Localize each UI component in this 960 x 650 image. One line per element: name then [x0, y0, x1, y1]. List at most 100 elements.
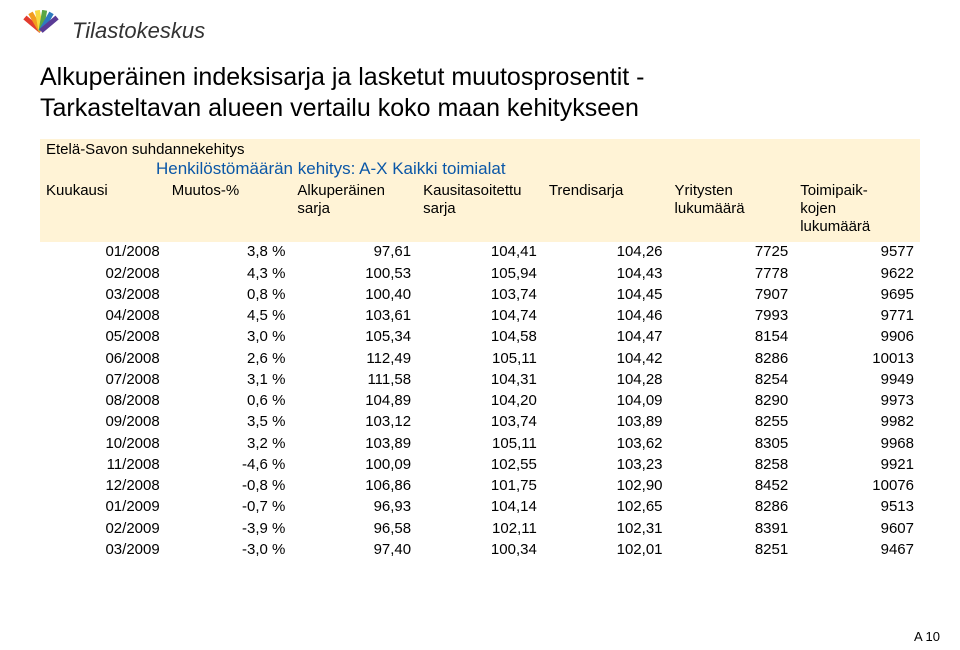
subtitle-row: Etelä-Savon suhdannekehitys — [40, 139, 920, 159]
table-cell: 105,94 — [417, 263, 543, 284]
table-row: 12/2008-0,8 %106,86101,75102,90845210076 — [40, 476, 920, 497]
table-cell: 7778 — [669, 263, 795, 284]
table-cell: 100,09 — [291, 454, 417, 475]
table-cell: 4,3 % — [166, 263, 292, 284]
column-header: Kuukausi — [40, 181, 166, 242]
title-line-2: Tarkasteltavan alueen vertailu koko maan… — [40, 94, 639, 122]
table-cell: 104,58 — [417, 327, 543, 348]
table-cell: 100,40 — [291, 284, 417, 305]
table-row: 09/20083,5 %103,12103,74103,8982559982 — [40, 412, 920, 433]
table-cell: 8258 — [669, 454, 795, 475]
table-cell: 104,47 — [543, 327, 669, 348]
table-cell: 01/2009 — [40, 497, 166, 518]
table-cell: 0,6 % — [166, 391, 292, 412]
table-row: 07/20083,1 %111,58104,31104,2882549949 — [40, 369, 920, 390]
table-cell: 104,42 — [543, 348, 669, 369]
table-cell: 103,89 — [543, 412, 669, 433]
table-cell: 09/2008 — [40, 412, 166, 433]
table-cell: 2,6 % — [166, 348, 292, 369]
table-cell: 9513 — [794, 497, 920, 518]
table-row: 05/20083,0 %105,34104,58104,4781549906 — [40, 327, 920, 348]
table-cell: -3,0 % — [166, 539, 292, 560]
column-header: Muutos-% — [166, 181, 292, 242]
table-cell: 9906 — [794, 327, 920, 348]
table-cell: 7725 — [669, 242, 795, 263]
table-cell: 08/2008 — [40, 391, 166, 412]
table-cell: 3,8 % — [166, 242, 292, 263]
series-title-row: Henkilöstömäärän kehitys: A-X Kaikki toi… — [40, 159, 920, 181]
table-cell: 103,62 — [543, 433, 669, 454]
table-cell: 97,61 — [291, 242, 417, 263]
brand-header: Tilastokeskus — [0, 0, 960, 52]
table-cell: 3,5 % — [166, 412, 292, 433]
table-row: 02/20084,3 %100,53105,94104,4377789622 — [40, 263, 920, 284]
table-row: 02/2009-3,9 %96,58102,11102,3183919607 — [40, 518, 920, 539]
table-cell: 8154 — [669, 327, 795, 348]
table-cell: 102,65 — [543, 497, 669, 518]
brand-name: Tilastokeskus — [72, 18, 205, 44]
table-cell: 12/2008 — [40, 476, 166, 497]
page-content: Alkuperäinen indeksisarja ja lasketut mu… — [0, 52, 960, 561]
table-row: 01/2009-0,7 %96,93104,14102,6582869513 — [40, 497, 920, 518]
page-title: Alkuperäinen indeksisarja ja lasketut mu… — [40, 62, 920, 125]
table-cell: 9695 — [794, 284, 920, 305]
table-cell: 9949 — [794, 369, 920, 390]
table-cell: 9921 — [794, 454, 920, 475]
table-cell: 102,11 — [417, 518, 543, 539]
table-cell: 9607 — [794, 518, 920, 539]
table-body: 01/20083,8 %97,61104,41104,267725957702/… — [40, 242, 920, 561]
table-cell: 105,11 — [417, 433, 543, 454]
table-cell: 102,31 — [543, 518, 669, 539]
table-cell: 96,58 — [291, 518, 417, 539]
table-cell: 104,31 — [417, 369, 543, 390]
table-cell: 104,89 — [291, 391, 417, 412]
table-cell: 05/2008 — [40, 327, 166, 348]
table-cell: 3,2 % — [166, 433, 292, 454]
table-cell: 03/2009 — [40, 539, 166, 560]
page-footer: A 10 — [914, 629, 940, 644]
table-cell: 9982 — [794, 412, 920, 433]
table-cell: 7907 — [669, 284, 795, 305]
column-header: Alkuperäinensarja — [291, 181, 417, 242]
table-cell: 105,34 — [291, 327, 417, 348]
table-cell: 3,1 % — [166, 369, 292, 390]
table-cell: 02/2008 — [40, 263, 166, 284]
column-header: Kausitasoitettusarja — [417, 181, 543, 242]
table-cell: 9771 — [794, 306, 920, 327]
table-cell: 102,90 — [543, 476, 669, 497]
table-cell: 8286 — [669, 348, 795, 369]
table-cell: 01/2008 — [40, 242, 166, 263]
table-cell: 8305 — [669, 433, 795, 454]
table-cell: 10013 — [794, 348, 920, 369]
table-row: 04/20084,5 %103,61104,74104,4679939771 — [40, 306, 920, 327]
column-header: Yritystenlukumäärä — [669, 181, 795, 242]
table-cell: 103,12 — [291, 412, 417, 433]
series-title: Henkilöstömäärän kehitys: A-X Kaikki toi… — [156, 159, 506, 178]
data-table: Etelä-Savon suhdannekehitys Henkilöstömä… — [40, 139, 920, 561]
table-cell: 104,20 — [417, 391, 543, 412]
table-row: 08/20080,6 %104,89104,20104,0982909973 — [40, 391, 920, 412]
table-cell: 10/2008 — [40, 433, 166, 454]
table-cell: 11/2008 — [40, 454, 166, 475]
table-cell: -0,7 % — [166, 497, 292, 518]
column-header: Trendisarja — [543, 181, 669, 242]
table-cell: 111,58 — [291, 369, 417, 390]
table-cell: 8452 — [669, 476, 795, 497]
table-cell: 102,01 — [543, 539, 669, 560]
table-cell: 96,93 — [291, 497, 417, 518]
table-cell: 3,0 % — [166, 327, 292, 348]
table-cell: 104,28 — [543, 369, 669, 390]
table-cell: 4,5 % — [166, 306, 292, 327]
table-cell: 104,46 — [543, 306, 669, 327]
table-cell: 104,45 — [543, 284, 669, 305]
table-cell: 02/2009 — [40, 518, 166, 539]
table-cell: 104,09 — [543, 391, 669, 412]
table-cell: 8251 — [669, 539, 795, 560]
table-row: 01/20083,8 %97,61104,41104,2677259577 — [40, 242, 920, 263]
table-cell: 04/2008 — [40, 306, 166, 327]
table-cell: 104,14 — [417, 497, 543, 518]
table-cell: 102,55 — [417, 454, 543, 475]
table-cell: 103,74 — [417, 412, 543, 433]
table-row: 10/20083,2 %103,89105,11103,6283059968 — [40, 433, 920, 454]
table-cell: 103,74 — [417, 284, 543, 305]
